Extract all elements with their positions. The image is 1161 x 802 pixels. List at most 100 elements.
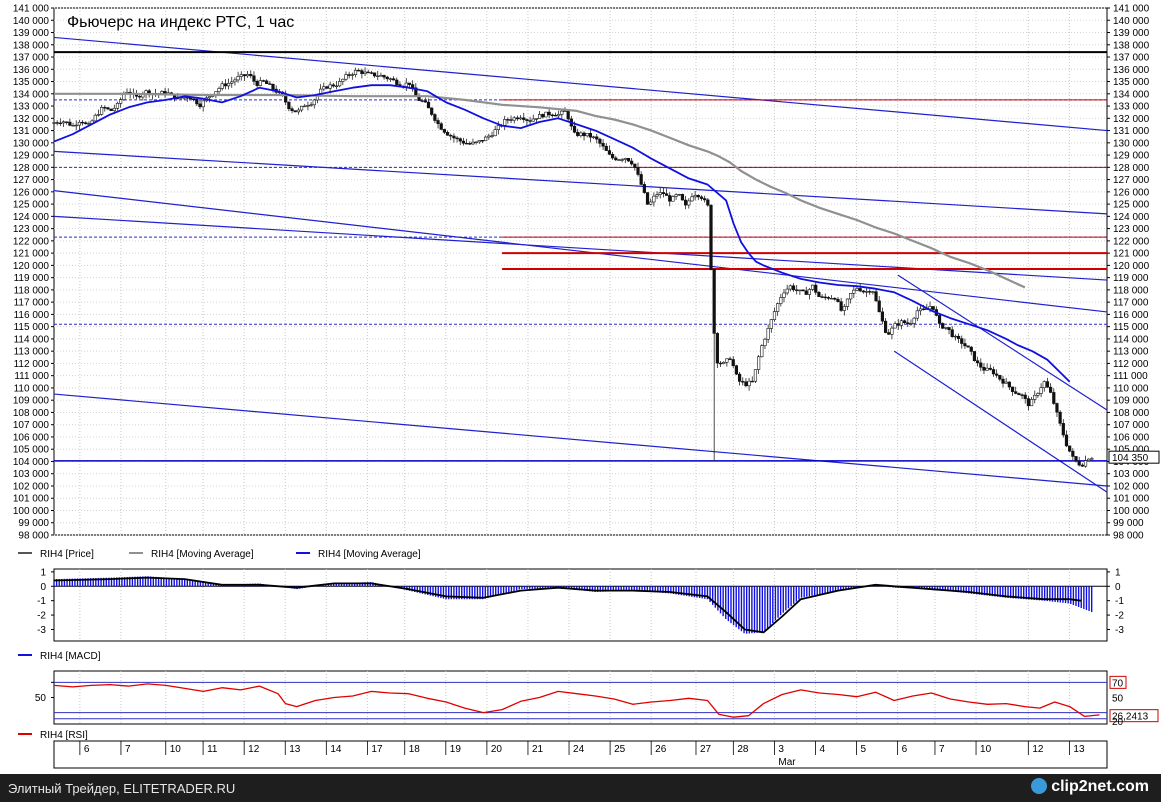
candle-body xyxy=(363,71,367,74)
candle-body xyxy=(322,86,326,90)
candle-body xyxy=(385,76,389,80)
candle-body xyxy=(1033,394,1037,400)
candle-body xyxy=(931,306,935,310)
candle-body xyxy=(239,74,243,77)
rsi-panel-frame xyxy=(53,670,1108,725)
candle-body xyxy=(328,84,332,89)
candle-body xyxy=(265,80,269,85)
candle-body xyxy=(268,83,272,85)
candle-body xyxy=(871,291,875,293)
candle-body xyxy=(912,317,916,324)
candle-body xyxy=(566,110,570,120)
candle-body xyxy=(430,107,434,115)
candle-body xyxy=(941,323,945,329)
y-tick-label-left: 101 000 xyxy=(13,494,50,505)
candle-body xyxy=(138,95,142,98)
candle-body xyxy=(376,75,380,77)
candle-body xyxy=(731,359,735,366)
candle-body xyxy=(874,291,878,302)
candle-body xyxy=(684,199,688,206)
x-tick-label: 12 xyxy=(248,744,260,755)
y-tick-label-right: 107 000 xyxy=(1113,420,1150,431)
y-tick-label-right: 131 000 xyxy=(1113,126,1150,137)
y-tick-label-right: 1 xyxy=(1115,567,1121,578)
chart-title: Фьючерс на индекс РТС, 1 час xyxy=(67,14,294,31)
candle-body xyxy=(798,289,802,292)
candle-body xyxy=(455,137,459,140)
candle-body xyxy=(303,105,307,108)
y-tick-label-right: 126 000 xyxy=(1113,187,1150,198)
candle-body xyxy=(411,84,415,89)
candle-body xyxy=(252,75,256,82)
candle-body xyxy=(68,121,72,126)
candle-body xyxy=(753,369,758,382)
candle-body xyxy=(1087,458,1091,461)
candle-body xyxy=(553,114,558,117)
candle-body xyxy=(1017,393,1021,396)
macd-panel-frame xyxy=(53,568,1108,642)
rsi-20-label: 20 xyxy=(1112,717,1124,728)
y-tick-label-right: 128 000 xyxy=(1113,163,1150,174)
x-tick-label: 26 xyxy=(655,744,667,755)
candle-body xyxy=(471,141,475,145)
y-tick-label-left: 136 000 xyxy=(13,65,50,76)
candle-body xyxy=(807,289,811,295)
y-tick-label-right: 124 000 xyxy=(1113,212,1150,223)
candle-body xyxy=(71,125,75,127)
candle-body xyxy=(487,135,491,138)
candle-body xyxy=(782,292,786,298)
y-tick-label-left: 100 000 xyxy=(13,506,50,517)
y-tick-label-left: 113 000 xyxy=(14,347,50,358)
candle-body xyxy=(1080,464,1084,467)
candle-body xyxy=(928,306,932,310)
candle-body xyxy=(522,117,526,120)
candle-body xyxy=(572,125,577,133)
candle-body xyxy=(458,138,462,142)
candle-body xyxy=(96,114,101,116)
candle-body xyxy=(477,140,481,143)
rsi-line xyxy=(53,683,1100,718)
candle-body xyxy=(226,82,231,87)
y-tick-label-left: 122 000 xyxy=(13,236,50,247)
x-tick-label: 17 xyxy=(371,744,383,755)
candle-body xyxy=(991,369,996,375)
y-tick-label-right: 115 000 xyxy=(1113,322,1149,333)
candle-body xyxy=(461,140,466,144)
candle-body xyxy=(877,300,881,313)
candle-body xyxy=(525,119,529,121)
x-tick-label: 10 xyxy=(980,744,992,755)
moving-average-fast-line xyxy=(53,84,1071,383)
y-tick-label-left: 140 000 xyxy=(13,16,50,27)
candle-body xyxy=(287,101,291,110)
candle-body xyxy=(820,296,824,298)
candle-body xyxy=(230,81,234,84)
candle-body xyxy=(395,79,399,85)
trend-line xyxy=(53,190,1108,313)
y-tick-label-right: 112 000 xyxy=(1113,359,1149,370)
y-tick-label-left: 138 000 xyxy=(13,40,50,51)
candle-body xyxy=(956,335,961,339)
x-tick-label: 7 xyxy=(125,744,131,755)
candle-body xyxy=(1023,394,1027,399)
y-tick-label-left: 117 000 xyxy=(14,298,50,309)
y-tick-label-right: 136 000 xyxy=(1113,65,1150,76)
candle-body xyxy=(474,141,478,143)
candle-body xyxy=(979,362,983,368)
price-panel-frame xyxy=(53,7,1108,536)
candle-body xyxy=(242,74,247,77)
y-tick-label-right: 135 000 xyxy=(1113,77,1150,88)
x-tick-label: 14 xyxy=(330,744,342,755)
candle-body xyxy=(407,82,412,85)
y-tick-label-right: 105 000 xyxy=(1113,445,1150,456)
y-tick-label-left: 1 xyxy=(40,567,46,578)
candle-body xyxy=(360,70,364,74)
candle-body xyxy=(633,163,637,168)
x-tick-label: 27 xyxy=(700,744,712,755)
y-tick-label-left: 120 000 xyxy=(13,261,50,272)
y-tick-label-right: 102 000 xyxy=(1113,481,1150,492)
y-tick-label-left: 134 000 xyxy=(13,89,50,100)
candle-body xyxy=(661,192,665,194)
y-tick-label-left: 50 xyxy=(35,693,47,704)
candle-body xyxy=(61,121,66,124)
